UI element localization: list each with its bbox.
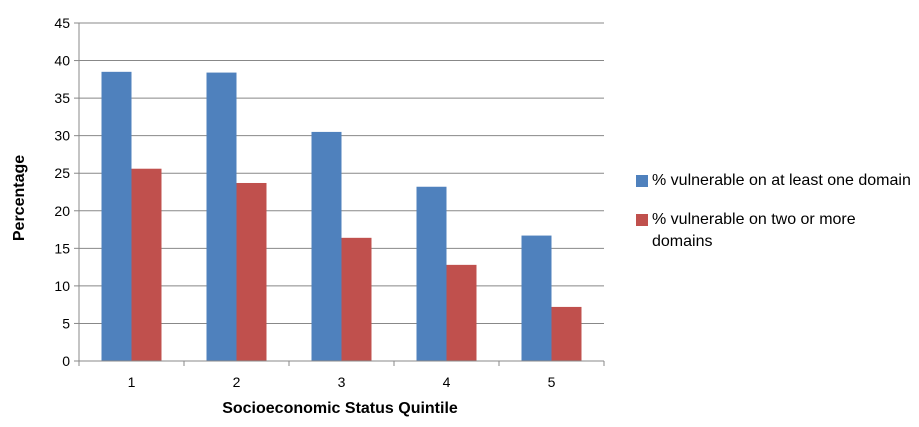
- bar-at-least-one-q3: [311, 131, 342, 361]
- legend-label: % vulnerable on two or more domains: [652, 211, 856, 250]
- legend-item-at-least-one: % vulnerable on at least one domain: [636, 170, 919, 192]
- x-tick-label: 1: [128, 374, 136, 390]
- legend: % vulnerable on at least one domain % vu…: [636, 170, 919, 270]
- y-tick-label: 40: [54, 53, 70, 69]
- x-tick-label: 5: [548, 374, 556, 390]
- bar-two-or-more-q2: [236, 182, 267, 361]
- y-tick-label: 25: [54, 165, 70, 181]
- x-tick-label: 3: [338, 374, 346, 390]
- y-tick-label: 10: [54, 278, 70, 294]
- y-axis-title: Percentage: [11, 155, 28, 241]
- x-tick-label: 4: [443, 374, 451, 390]
- y-tick-label: 5: [62, 315, 70, 331]
- axes: [74, 22, 605, 366]
- y-tick-label: 15: [54, 240, 70, 256]
- bar-two-or-more-q5: [551, 306, 582, 361]
- bar-at-least-one-q1: [101, 71, 132, 362]
- y-tick-label: 35: [54, 90, 70, 106]
- bar-at-least-one-q5: [521, 235, 552, 361]
- legend-swatch-blue: [636, 175, 648, 187]
- legend-label: % vulnerable on at least one domain: [652, 172, 911, 189]
- bar-at-least-one-q4: [416, 186, 447, 361]
- y-tick-label: 45: [54, 15, 70, 31]
- bar-two-or-more-q3: [341, 237, 372, 361]
- legend-swatch-red: [636, 214, 648, 226]
- bar-at-least-one-q2: [206, 72, 237, 361]
- legend-item-two-or-more: % vulnerable on two or more domains: [636, 209, 919, 253]
- bars: [101, 71, 582, 362]
- y-tick-label: 0: [62, 353, 70, 369]
- y-tick-label: 30: [54, 128, 70, 144]
- x-tick-label: 2: [233, 374, 241, 390]
- bar-two-or-more-q1: [131, 168, 162, 361]
- bar-two-or-more-q4: [446, 264, 477, 361]
- x-tick-labels: 1 2 3 4 5: [128, 374, 556, 390]
- y-tick-label: 20: [54, 203, 70, 219]
- y-tick-labels: 0 5 10 15 20 25 30 35 40 45: [54, 15, 70, 369]
- x-axis-title: Socioeconomic Status Quintile: [222, 400, 458, 417]
